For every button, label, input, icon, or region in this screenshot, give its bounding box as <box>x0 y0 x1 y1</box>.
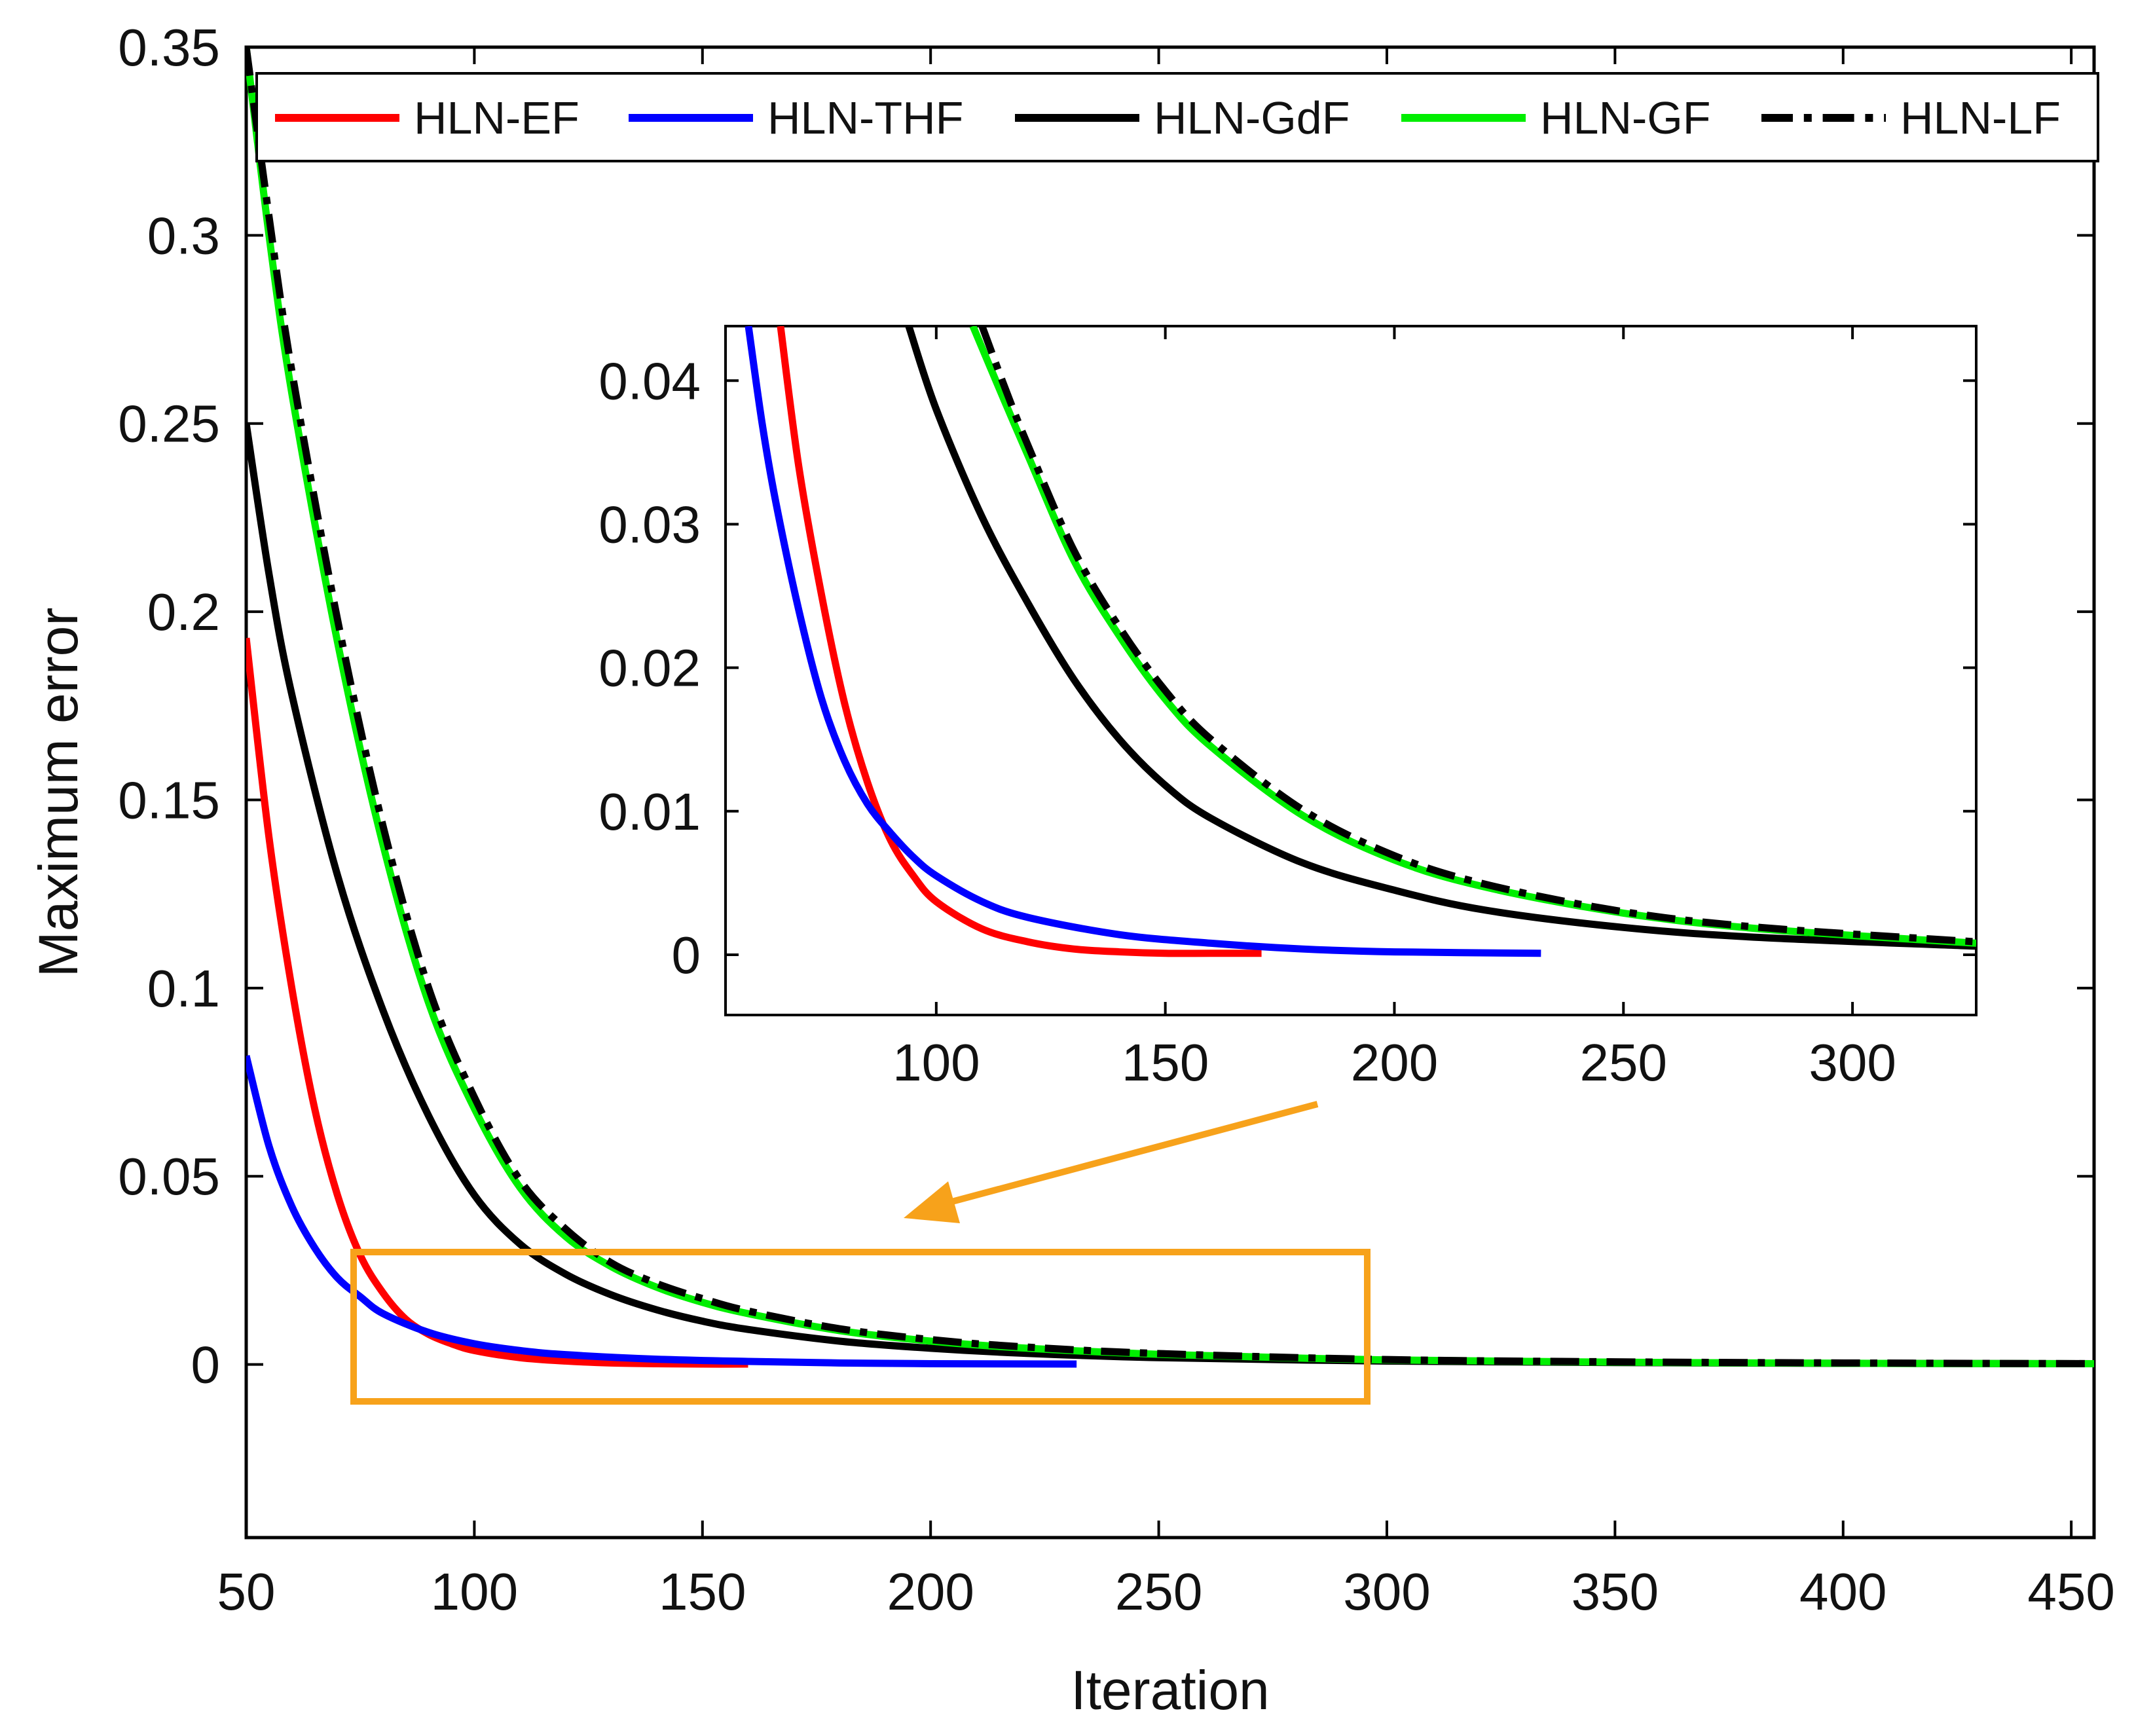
x-tick-label: 50 <box>217 1562 276 1621</box>
inset-plot-frame <box>724 325 1978 1016</box>
x-tick-label: 300 <box>1809 1033 1896 1092</box>
series-line-hln-ef <box>246 637 748 1368</box>
series-line-hln-lf <box>246 47 2094 1367</box>
y-tick-label: 0 <box>191 1336 221 1394</box>
x-tick-label: 200 <box>1351 1033 1438 1092</box>
y-tick-label: 0.3 <box>147 206 220 265</box>
x-tick-label: 150 <box>659 1562 746 1621</box>
y-tick-label: 0.05 <box>118 1147 220 1206</box>
inset-series-lines <box>745 326 1976 957</box>
y-tick-label: 0.35 <box>118 18 220 77</box>
series-group <box>745 326 1976 957</box>
zoom-annotation <box>350 1101 1371 1405</box>
legend-label: HLN-THF <box>767 92 963 143</box>
legend-items: HLN-EF HLN-THF HLN-GdF HLN-GF HLN-LF <box>275 92 2061 143</box>
main-axis-ticks: 50 100 150 200 250 300 350 400 450 0 0.05 0.1 0.15 0.… <box>118 18 2115 1621</box>
series-line-hln-lf <box>978 326 1976 946</box>
y-tick-label: 0.1 <box>147 959 220 1018</box>
legend-label: HLN-EF <box>414 92 580 143</box>
zoom-arrow-head <box>904 1181 960 1223</box>
series-line-hln-thf <box>745 326 1541 957</box>
x-tick-label: 300 <box>1343 1562 1430 1621</box>
y-tick-label: 0.01 <box>598 783 701 841</box>
series-line-hln-thf <box>246 1054 1077 1368</box>
x-tick-label: 450 <box>2027 1562 2114 1621</box>
legend: HLN-EF HLN-THF HLN-GdF HLN-GF HLN-LF <box>255 72 2099 162</box>
series-line-hln-gf <box>969 326 1976 947</box>
legend-label: HLN-GF <box>1540 92 1711 143</box>
series-group <box>246 47 2094 1368</box>
y-tick-label: 0.2 <box>147 583 220 641</box>
y-tick-label: 0.15 <box>118 771 220 829</box>
x-tick-label: 200 <box>887 1562 974 1621</box>
legend-label: HLN-GdF <box>1154 92 1350 143</box>
y-axis-title: Maximum error <box>28 608 89 978</box>
x-tick-label: 400 <box>1799 1562 1886 1621</box>
x-tick-label: 100 <box>892 1033 980 1092</box>
inset-plot-area: 100 150 200 250 300 0 0.01 0.02 0.03 0.04 <box>598 325 1978 1092</box>
x-tick-label: 100 <box>431 1562 518 1621</box>
x-tick-label: 150 <box>1122 1033 1209 1092</box>
x-axis-title: Iteration <box>1071 1659 1270 1721</box>
y-tick-label: 0.03 <box>598 495 701 553</box>
legend-label: HLN-LF <box>1900 92 2061 143</box>
main-series-lines <box>246 47 2094 1368</box>
y-tick-label: 0.02 <box>598 639 701 697</box>
inset-axis-ticks: 100 150 200 250 300 0 0.01 0.02 0.03 0.04 <box>598 326 1976 1092</box>
zoom-arrow-shaft <box>948 1101 1319 1206</box>
series-line-hln-gdf <box>905 326 1976 950</box>
x-tick-label: 250 <box>1580 1033 1667 1092</box>
y-tick-label: 0 <box>672 926 701 984</box>
y-tick-label: 0.04 <box>598 352 701 410</box>
y-tick-label: 0.25 <box>118 395 220 453</box>
x-tick-label: 350 <box>1572 1562 1659 1621</box>
series-line-hln-ef <box>777 326 1262 957</box>
zoom-region-box <box>350 1249 1371 1405</box>
x-tick-label: 250 <box>1115 1562 1202 1621</box>
